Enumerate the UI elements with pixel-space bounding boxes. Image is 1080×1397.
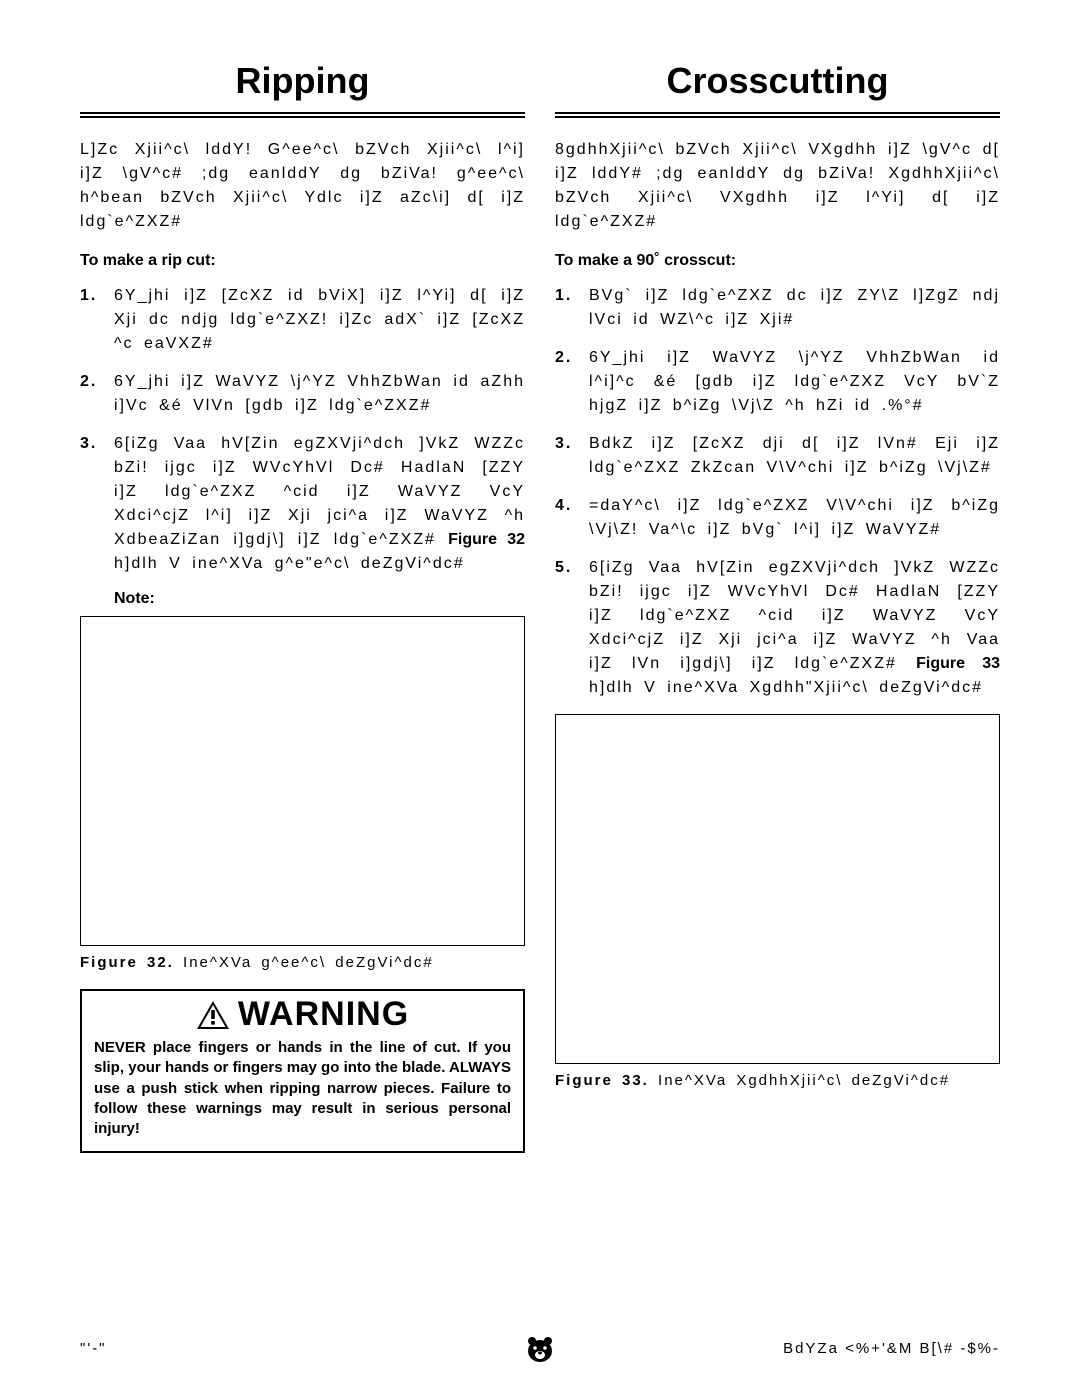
fig32-ref: Figure 32 <box>448 531 525 548</box>
cross-step-4: 4. =daY^c\ i]Z ldg`e^ZXZ V\V^chi i]Z b^i… <box>555 494 1000 542</box>
ripping-title: Ripping <box>80 60 525 102</box>
step-number: 1. <box>80 284 114 356</box>
bear-logo-icon <box>525 1335 555 1363</box>
ripping-intro: L]Zc Xjii^c\ lddY! G^ee^c\ bZVch Xjii^c\… <box>80 138 525 234</box>
step-number: 2. <box>80 370 114 418</box>
step-text: 6Y_jhi i]Z WaVYZ \j^YZ VhhZbWan id aZhh … <box>114 370 525 418</box>
step5-tail: h]dlh V ine^XVa Xgdhh"Xjii^c\ deZgVi^dc# <box>589 679 983 696</box>
rip-step-2: 2. 6Y_jhi i]Z WaVYZ \j^YZ VhhZbWan id aZ… <box>80 370 525 418</box>
right-column: Crosscutting 8gdhhXjii^c\ bZVch Xjii^c\ … <box>555 60 1000 1153</box>
step-number: 3. <box>555 432 589 480</box>
crosscut-intro: 8gdhhXjii^c\ bZVch Xjii^c\ VXgdhh i]Z \g… <box>555 138 1000 234</box>
warning-word: WARNING <box>238 995 409 1034</box>
figure-33-placeholder <box>555 714 1000 1064</box>
rip-subhead: To make a rip cut: <box>80 252 525 270</box>
crosscutting-title: Crosscutting <box>555 60 1000 102</box>
cross-step-1: 1. BVg` i]Z ldg`e^ZXZ dc i]Z ZY\Z l]ZgZ … <box>555 284 1000 332</box>
fig33-caption-rest: Ine^XVa XgdhhXjii^c\ deZgVi^dc# <box>649 1072 950 1089</box>
step-text: 6[iZg Vaa hV[Zin egZXVji^dch ]VkZ WZZc b… <box>114 432 525 576</box>
footer-left: "'-" <box>80 1340 107 1357</box>
cross-step-2: 2. 6Y_jhi i]Z WaVYZ \j^YZ VhhZbWan id l^… <box>555 346 1000 418</box>
step-text: BdkZ i]Z [ZcXZ dji d[ i]Z lVn# Eji i]Z l… <box>589 432 1000 480</box>
footer-right: BdYZa <%+'&M B[\# -$%- <box>783 1340 1000 1357</box>
page-footer: "'-" BdYZa <%+'&M B[\# -$%- <box>80 1340 1000 1357</box>
figure-33-caption: Figure 33. Ine^XVa XgdhhXjii^c\ deZgVi^d… <box>555 1072 1000 1089</box>
note-label: Note: <box>114 590 525 608</box>
figure-32-placeholder <box>80 616 525 946</box>
step-number: 5. <box>555 556 589 700</box>
fig32-caption-bold: Figure 32. <box>80 954 174 971</box>
step-text: 6[iZg Vaa hV[Zin egZXVji^dch ]VkZ WZZc b… <box>589 556 1000 700</box>
fig33-caption-bold: Figure 33. <box>555 1072 649 1089</box>
warning-box: WARNING NEVER place fingers or hands in … <box>80 989 525 1153</box>
step3-tail: h]dlh V ine^XVa g^e"e^c\ deZgVi^dc# <box>114 555 465 572</box>
step-text: BVg` i]Z ldg`e^ZXZ dc i]Z ZY\Z l]ZgZ ndj… <box>589 284 1000 332</box>
crosscut-subhead: To make a 90˚ crosscut: <box>555 252 1000 270</box>
warning-header: WARNING <box>82 991 523 1036</box>
left-column: Ripping L]Zc Xjii^c\ lddY! G^ee^c\ bZVch… <box>80 60 525 1153</box>
figure-32-caption: Figure 32. Ine^XVa g^ee^c\ deZgVi^dc# <box>80 954 525 971</box>
rip-step-3: 3. 6[iZg Vaa hV[Zin egZXVji^dch ]VkZ WZZ… <box>80 432 525 576</box>
rip-step-1: 1. 6Y_jhi i]Z [ZcXZ id bViX] i]Z l^Yi] d… <box>80 284 525 356</box>
title-rule-left <box>80 112 525 118</box>
cross-step-3: 3. BdkZ i]Z [ZcXZ dji d[ i]Z lVn# Eji i]… <box>555 432 1000 480</box>
warning-body-text: NEVER place fingers or hands in the line… <box>82 1036 523 1151</box>
step-number: 3. <box>80 432 114 576</box>
step-number: 2. <box>555 346 589 418</box>
step-number: 1. <box>555 284 589 332</box>
fig32-caption-rest: Ine^XVa g^ee^c\ deZgVi^dc# <box>174 954 434 971</box>
cross-step-5: 5. 6[iZg Vaa hV[Zin egZXVji^dch ]VkZ WZZ… <box>555 556 1000 700</box>
fig33-ref: Figure 33 <box>916 655 1000 672</box>
step-number: 4. <box>555 494 589 542</box>
warning-triangle-icon <box>196 1000 230 1030</box>
step-text: 6Y_jhi i]Z WaVYZ \j^YZ VhhZbWan id l^i]^… <box>589 346 1000 418</box>
step-text: =daY^c\ i]Z ldg`e^ZXZ V\V^chi i]Z b^iZg … <box>589 494 1000 542</box>
step-text: 6Y_jhi i]Z [ZcXZ id bViX] i]Z l^Yi] d[ i… <box>114 284 525 356</box>
title-rule-right <box>555 112 1000 118</box>
